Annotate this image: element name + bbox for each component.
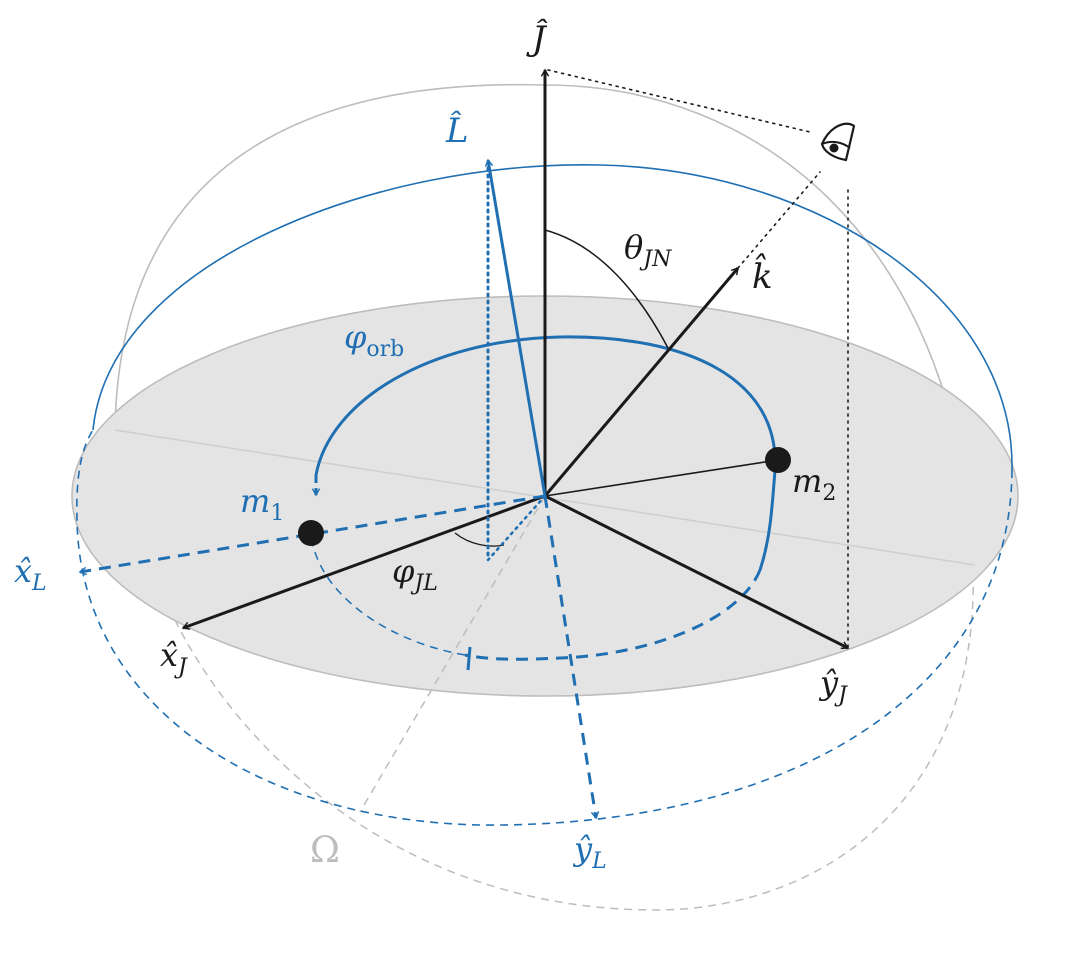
phi-orb-label: φorb: [344, 318, 404, 362]
orbit-dashed-thick: [464, 569, 762, 661]
y-hat-j-symbol: ŷ: [818, 664, 839, 702]
y-hat-j-subscript: J: [834, 683, 848, 708]
y-hat-l-label: ŷL: [572, 830, 607, 874]
x-hat-j-subscript: J: [174, 655, 188, 680]
k-hat-label: k̂: [752, 254, 773, 297]
x-hat-l-label: x̂L: [14, 552, 47, 596]
y-hat-l-subscript: L: [591, 849, 607, 874]
theta-jn-symbol: θ: [624, 228, 643, 266]
m2-label: m2: [792, 462, 836, 506]
observer-line-to-k: [737, 171, 821, 269]
phi-orb-symbol: φ: [344, 318, 367, 356]
x-hat-l-symbol: x̂: [14, 552, 32, 590]
m2-mass: [765, 447, 791, 473]
l-projection-base-dotted: [486, 494, 547, 562]
sphere-lower-arc: [174, 544, 975, 911]
l-hat-label: L̂: [445, 110, 469, 151]
m1-symbol: m: [240, 482, 270, 520]
phi-jl-label: φJL: [392, 552, 438, 596]
l-vector-arrow: [484, 158, 547, 497]
m2-separation-line: [544, 459, 779, 497]
phi-jl-arc: [454, 532, 505, 547]
yl-axis-arrow: [543, 495, 600, 820]
phi-orb-subscript: orb: [366, 337, 404, 362]
theta-jn-label: θJN: [624, 228, 672, 272]
m1-label: m1: [240, 482, 284, 526]
x-hat-j-label: x̂J: [160, 636, 188, 680]
blue-circle-upper: [92, 164, 1013, 471]
m1-mass: [298, 520, 324, 546]
k-axis-arrow: [543, 266, 740, 497]
eye-icon: [820, 122, 856, 162]
observer-line-to-j: [547, 69, 811, 133]
x-hat-j-symbol: x̂: [160, 636, 178, 674]
j-hat-label: Ĵ: [526, 18, 548, 59]
orbit-dashed-thin: [311, 539, 466, 656]
y-hat-j-label: ŷJ: [818, 664, 848, 708]
theta-jn-arc: [544, 229, 669, 349]
theta-jn-subscript: JN: [639, 247, 672, 272]
yj-axis-arrow: [544, 494, 850, 650]
blue-circle-lower: [76, 429, 1013, 826]
phi-jl-subscript: JL: [410, 571, 437, 596]
orbit-solid: [314, 335, 777, 571]
xj-axis-arrow: [181, 494, 546, 630]
m2-subscript: 2: [822, 481, 836, 506]
omega-label: Ω: [310, 830, 340, 871]
phi-jl-symbol: φ: [392, 552, 415, 590]
orbit-start-tick: [466, 646, 472, 671]
m2-symbol: m: [792, 462, 822, 500]
m1-subscript: 1: [270, 501, 284, 526]
x-hat-l-subscript: L: [31, 571, 47, 596]
y-hat-l-symbol: ŷ: [572, 830, 593, 868]
omega-dashed-line: [359, 495, 546, 813]
